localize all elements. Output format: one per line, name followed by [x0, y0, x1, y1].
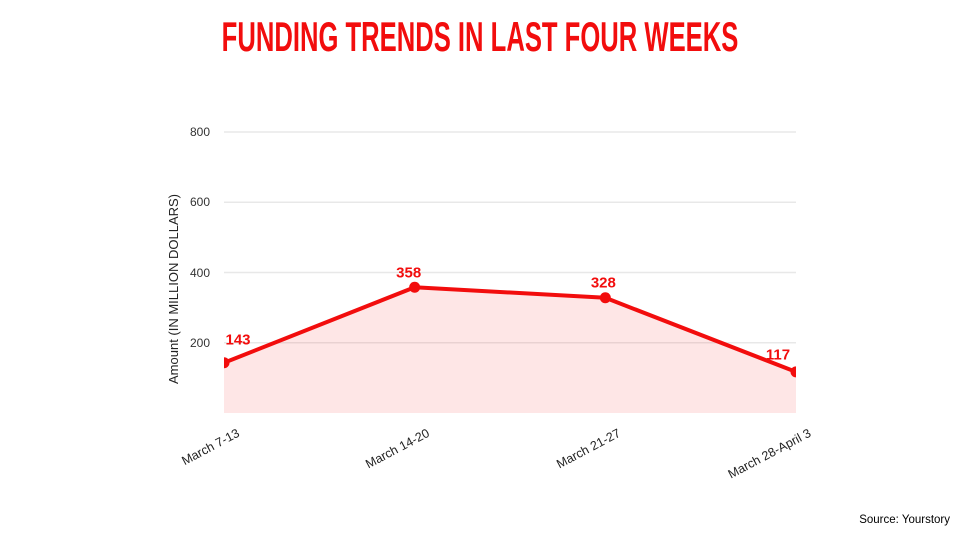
- y-axis-title: Amount (IN MILLION DOLLARS): [166, 194, 181, 384]
- trend-line: [224, 285, 796, 374]
- chart-title: FUNDING TRENDS IN LAST FOUR WEEKS: [221, 13, 739, 60]
- y-tick-label: 400: [189, 265, 210, 280]
- x-tick-label: March 14-20: [363, 426, 433, 472]
- source-credit: Source: Yourstory: [859, 514, 950, 526]
- data-point-marker: [409, 281, 421, 293]
- data-point-value-label: 143: [225, 331, 251, 349]
- data-point-value-label: 358: [396, 264, 422, 282]
- x-tick-label: March 21-27: [554, 426, 623, 472]
- data-point-marker: [224, 357, 230, 369]
- y-tick-label: 600: [189, 195, 210, 210]
- y-tick-label: 800: [189, 125, 210, 139]
- data-point-value-label: 328: [590, 274, 616, 292]
- x-tick-label: March 7-13: [179, 426, 242, 469]
- line-chart-plot: [224, 131, 796, 413]
- area-fill: [224, 287, 796, 413]
- data-point-value-label: 117: [765, 346, 791, 364]
- x-tick-label: March 28-April 3: [726, 426, 814, 482]
- data-point-marker: [790, 366, 796, 378]
- y-tick-label: 200: [189, 335, 210, 350]
- data-point-marker: [599, 292, 611, 304]
